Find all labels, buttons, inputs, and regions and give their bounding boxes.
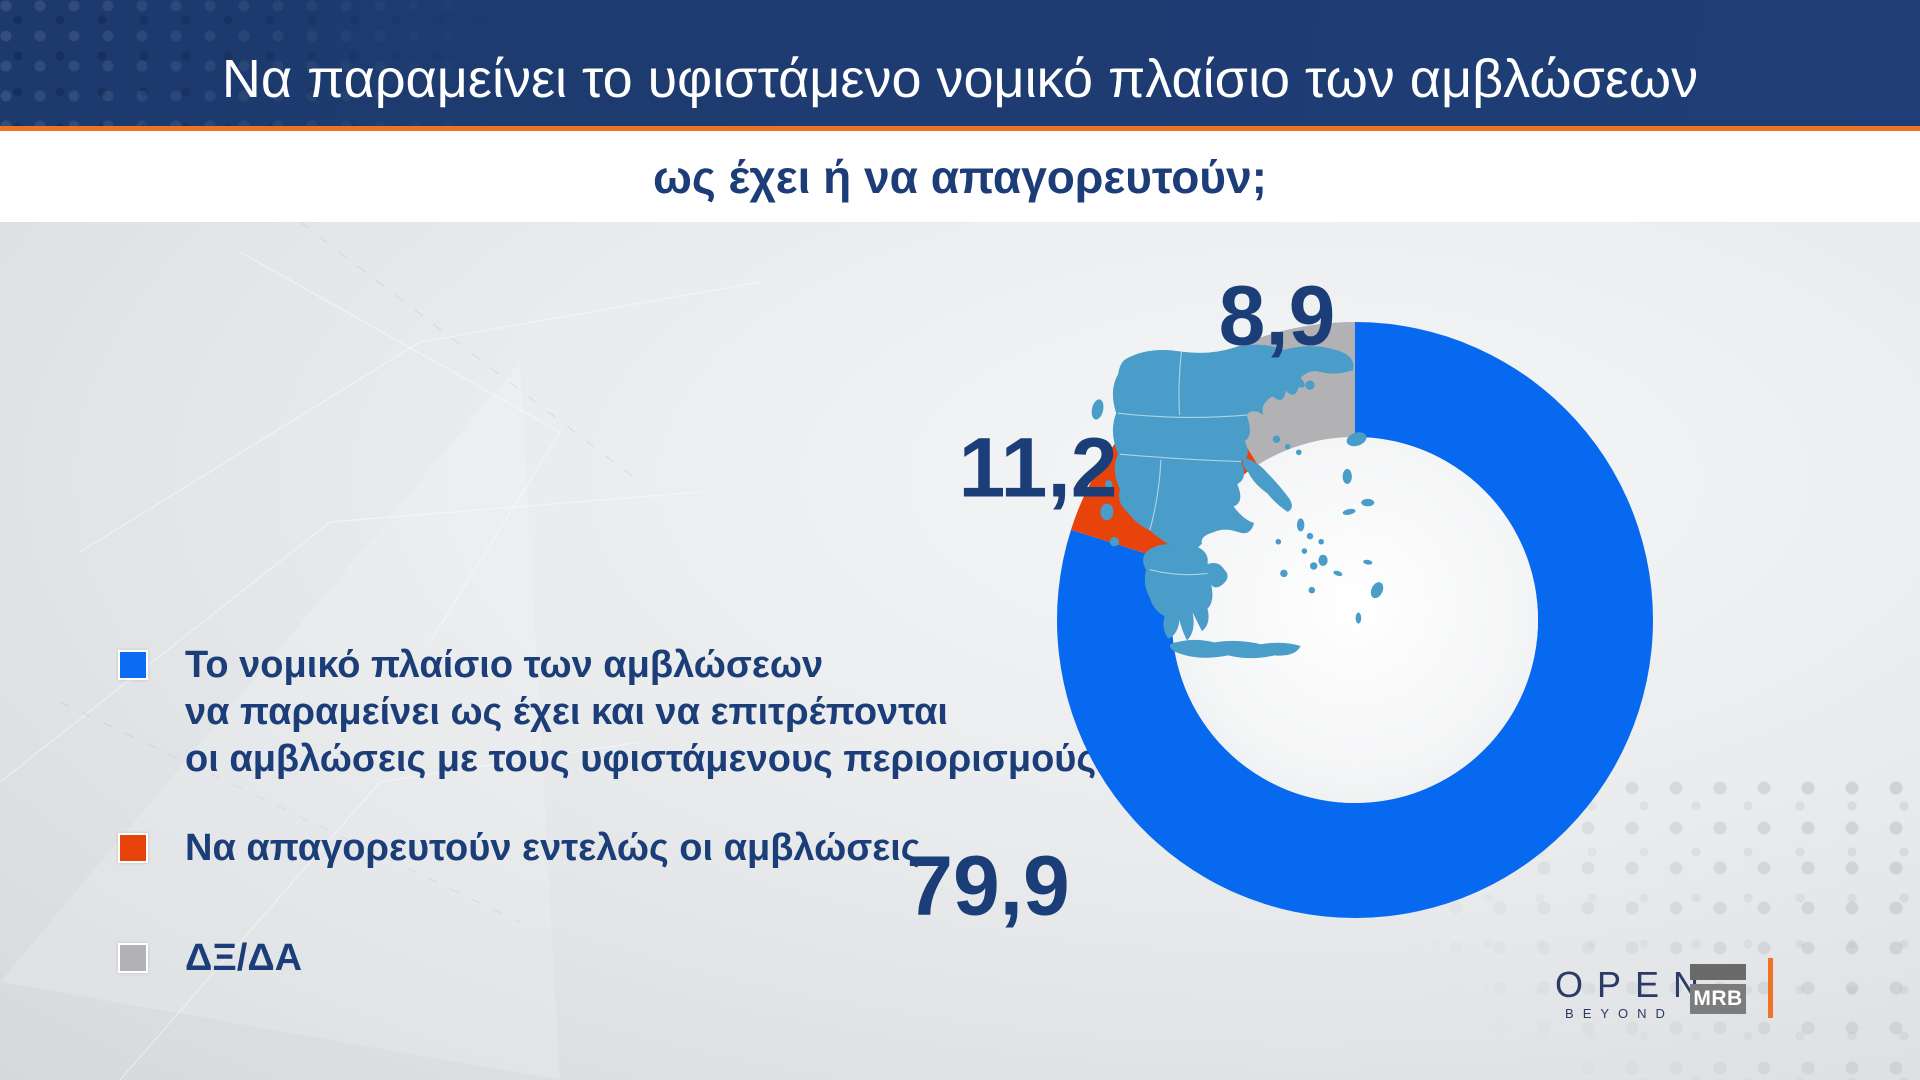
- footer-accent-bar: [1768, 958, 1773, 1018]
- legend-label: Να απαγορευτούν εντελώς οι αμβλώσεις: [185, 827, 921, 869]
- open-tv-logo: OPEN BEYOND: [1555, 967, 1699, 1022]
- value-label-dont-know: 8,9: [1218, 268, 1336, 363]
- donut-slice: [1057, 322, 1653, 918]
- header-banner: Να παραμείνει το υφιστάμενο νομικό πλαίσ…: [0, 0, 1920, 126]
- value-label-keep-framework: 79,9: [906, 838, 1070, 933]
- mrb-logo-text: MRB: [1693, 987, 1743, 1010]
- mrb-logo: MRB: [1690, 964, 1746, 1014]
- subtitle-band: ως έχει ή να απαγορευτούν;: [0, 131, 1920, 222]
- donut-chart: 79,9 11,2 8,9: [906, 269, 1655, 933]
- page-title: Να παραμείνει το υφιστάμενο νομικό πλαίσ…: [221, 49, 1699, 109]
- region-border-lines: [1118, 351, 1247, 576]
- mrb-logo-box: MRB: [1690, 984, 1746, 1014]
- legend-label: ΔΞ/ΔΑ: [185, 937, 303, 979]
- legend-swatch: [118, 943, 148, 973]
- header-dot-pattern: [0, 0, 520, 126]
- greece-map-icon: [1091, 344, 1384, 659]
- value-label-ban-abortions: 11,2: [958, 420, 1118, 515]
- legend-item: Το νομικό πλαίσιο των αμβλώσεων να παραμε…: [118, 642, 1096, 783]
- legend-label: Το νομικό πλαίσιο των αμβλώσεων να παραμε…: [185, 644, 1097, 780]
- open-logo-subtext: BEYOND: [1565, 1006, 1674, 1021]
- page-subtitle: ως έχει ή να απαγορευτούν;: [653, 150, 1267, 203]
- header-accent-line: [0, 126, 1920, 131]
- footer-logos: OPEN BEYOND MRB: [1500, 940, 1920, 1080]
- chart-area: Το νομικό πλαίσιο των αμβλώσεων να παραμε…: [0, 222, 1920, 1080]
- chart-legend: Το νομικό πλαίσιο των αμβλώσεων να παραμε…: [0, 222, 1096, 1080]
- mrb-logo-bar: [1690, 964, 1746, 980]
- legend-item: Να απαγορευτούν εντελώς οι αμβλώσεις: [118, 825, 921, 872]
- legend-swatch: [118, 650, 148, 680]
- open-logo-text: OPEN: [1555, 964, 1714, 1005]
- legend-item: ΔΞ/ΔΑ: [118, 935, 302, 982]
- legend-swatch: [118, 833, 148, 863]
